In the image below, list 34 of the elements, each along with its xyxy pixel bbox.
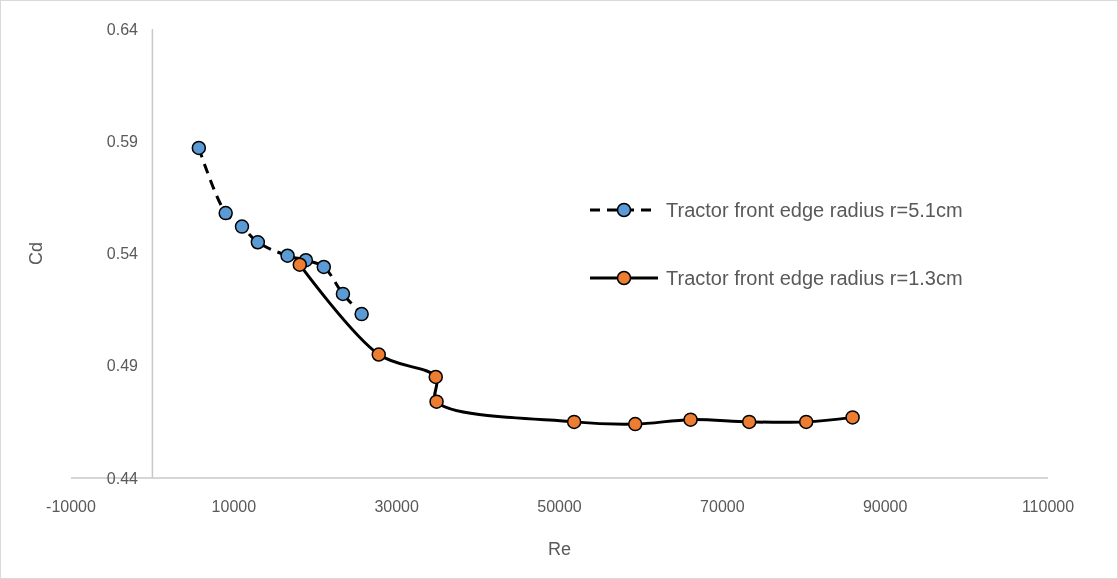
point xyxy=(234,219,250,234)
x-tick-label: 110000 xyxy=(1021,498,1075,515)
x-tick-label: 30000 xyxy=(374,498,420,515)
x-tick-label: 90000 xyxy=(862,498,908,515)
x-tick-label: -10000 xyxy=(46,498,97,515)
point xyxy=(218,205,233,221)
point xyxy=(316,259,332,275)
point xyxy=(191,140,207,156)
point xyxy=(250,235,266,250)
y-tick-label: 0.54 xyxy=(106,245,139,263)
point xyxy=(354,306,369,322)
point xyxy=(566,414,582,430)
x-tick-label: 50000 xyxy=(537,498,582,515)
y-tick-label: 0.44 xyxy=(106,469,139,487)
point xyxy=(428,369,443,385)
point xyxy=(683,412,698,427)
point xyxy=(292,257,308,272)
point xyxy=(798,414,814,430)
point xyxy=(429,394,444,409)
point xyxy=(335,286,351,302)
x-axis-title: Re xyxy=(547,539,572,559)
legend-label: Tractor front edge radius r=5.1cm xyxy=(666,199,963,221)
point xyxy=(741,414,757,430)
point xyxy=(280,248,295,263)
y-tick-label: 0.59 xyxy=(106,132,139,150)
legend-label: Tractor front edge radius r=1.3cm xyxy=(666,267,963,289)
y-tick-label: 0.64 xyxy=(106,20,139,38)
x-tick-label: 70000 xyxy=(700,498,745,515)
point xyxy=(627,416,643,432)
y-axis-title: Cd xyxy=(26,241,46,266)
x-tick-label: 10000 xyxy=(211,498,257,515)
point xyxy=(371,347,387,362)
point xyxy=(845,410,860,425)
y-tick-label: 0.49 xyxy=(106,357,139,375)
